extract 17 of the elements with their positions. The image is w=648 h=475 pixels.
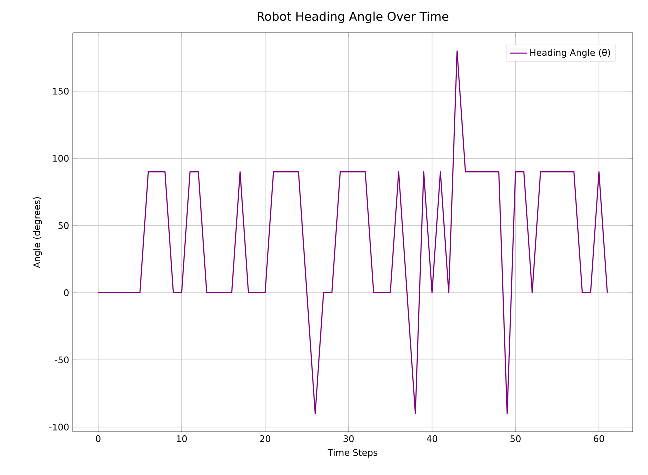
x-tick-label: 10 <box>177 436 188 442</box>
x-tick-label: 30 <box>344 436 354 442</box>
x-tick-label: 50 <box>510 436 521 442</box>
y-tick-label: 100 <box>53 155 69 162</box>
x-tick-label: 20 <box>260 436 270 442</box>
x-tick-label: 60 <box>594 436 604 442</box>
x-tick-label: 40 <box>427 436 438 442</box>
y-tick-label: 0 <box>64 290 69 296</box>
y-tick-label: 50 <box>58 222 69 230</box>
y-tick-label: -50 <box>55 356 69 364</box>
y-tick-label: -100 <box>49 424 69 431</box>
y-tick-label: 150 <box>53 88 69 95</box>
y-axis-title: Angle (degrees) <box>33 197 42 268</box>
x-axis-title: Time Steps <box>328 449 378 458</box>
legend-label: Heading Angle (θ) <box>530 49 610 58</box>
chart-title: Robot Heading Angle Over Time <box>258 12 449 24</box>
x-tick-label: 0 <box>96 436 101 442</box>
